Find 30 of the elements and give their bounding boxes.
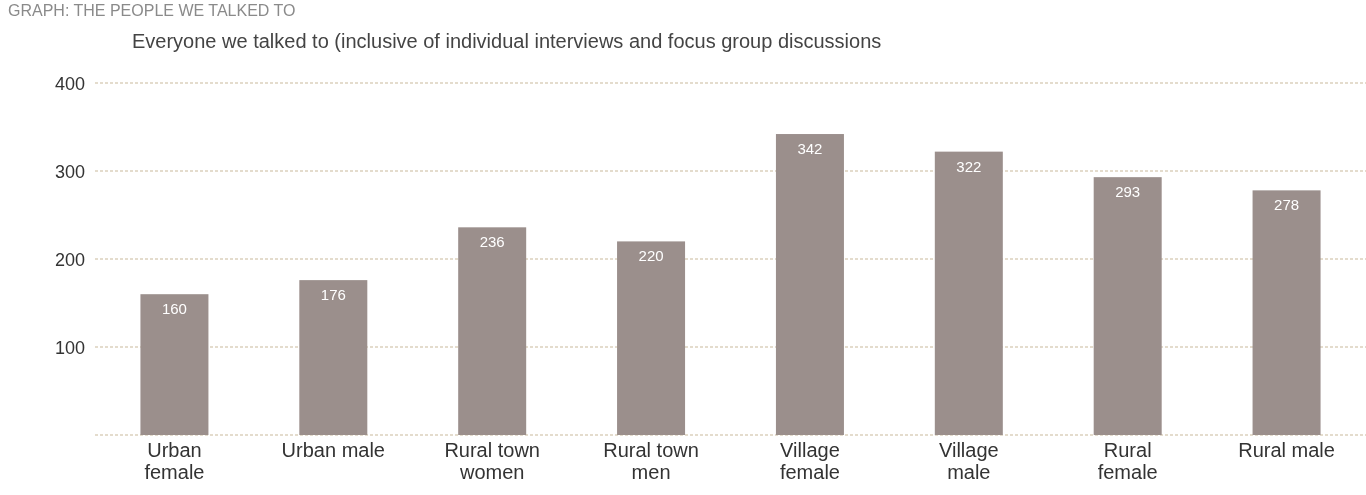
chart-title: GRAPH: THE PEOPLE WE TALKED TO [8,2,296,19]
data-label: 293 [1115,183,1141,201]
bar [934,151,1003,435]
x-tick-label: Village male [938,439,999,483]
bar [1252,190,1321,435]
x-tick-label: Rural town men [603,439,699,483]
data-label: 220 [638,247,664,265]
bar [140,294,209,435]
data-label: 160 [161,300,187,318]
bar [458,227,527,435]
data-label: 322 [956,157,982,175]
x-tick-label: Urban female [144,439,205,483]
data-label: 176 [320,286,346,304]
bar [299,280,368,435]
x-tick-label: Village female [779,439,840,483]
data-label: 236 [479,233,505,251]
y-tick-label: 300 [55,162,86,182]
bar [617,241,686,435]
bar [775,134,844,435]
x-tick-label: Rural male [1238,439,1335,461]
y-tick-label: 200 [55,250,86,270]
bar [1093,177,1162,435]
x-tick-label: Urban male [281,439,386,461]
y-tick-label: 400 [55,74,86,94]
y-tick-label: 100 [55,338,86,358]
data-label: 278 [1274,196,1300,214]
data-label: 342 [797,140,823,158]
x-tick-label: Rural town women [444,439,540,483]
x-tick-label: Rural female [1097,439,1158,483]
chart-subtitle: Everyone we talked to (inclusive of individual interviews and focus group discussions [132,30,882,52]
